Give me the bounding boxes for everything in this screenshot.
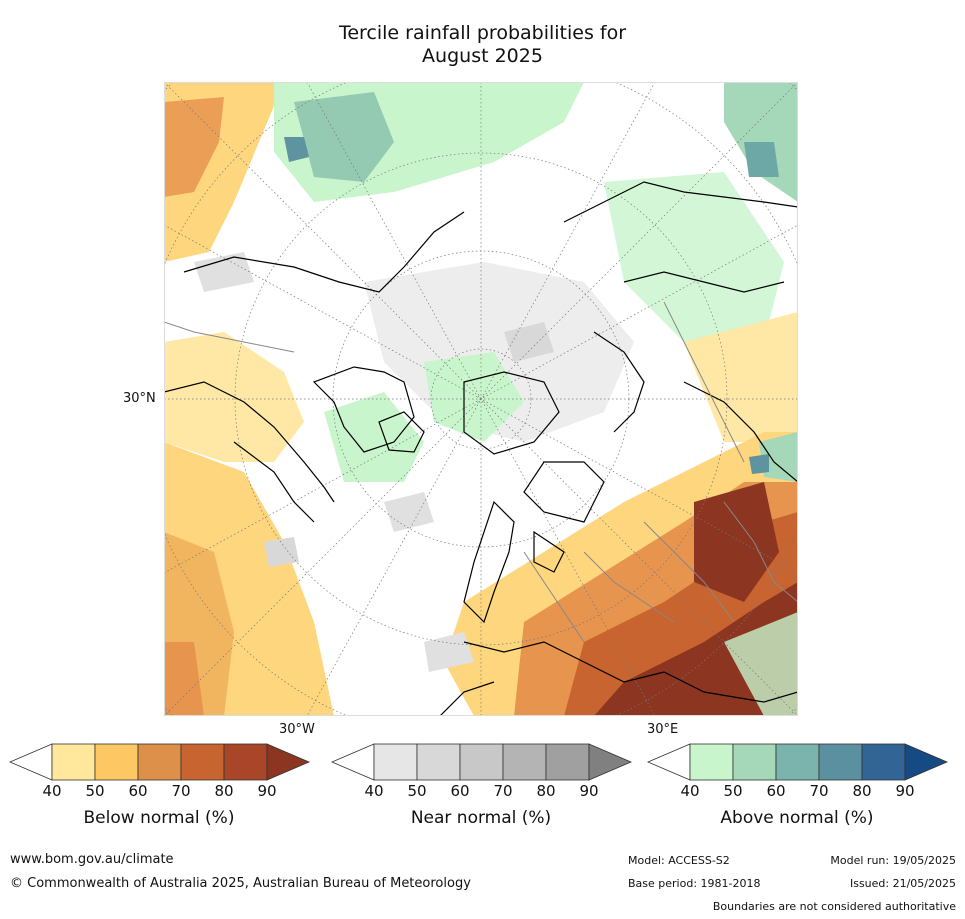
tick: 50 bbox=[407, 782, 427, 800]
graticule bbox=[164, 82, 798, 716]
colorbar-near-normal bbox=[330, 743, 633, 782]
colorbar-segment bbox=[137, 743, 182, 781]
tick: 60 bbox=[766, 782, 786, 800]
tick: 50 bbox=[723, 782, 743, 800]
tick: 40 bbox=[680, 782, 700, 800]
base-period: Base period: 1981-2018 bbox=[628, 877, 761, 890]
tick: 80 bbox=[536, 782, 556, 800]
colorbar-segment bbox=[732, 743, 777, 781]
tick: 90 bbox=[579, 782, 599, 800]
copyright-text: © Commonwealth of Australia 2025, Austra… bbox=[10, 876, 471, 891]
tick: 60 bbox=[450, 782, 470, 800]
polar-map[interactable] bbox=[164, 82, 798, 716]
tick: 90 bbox=[257, 782, 277, 800]
title-line-2: August 2025 bbox=[422, 45, 543, 67]
colorbar-segment bbox=[545, 743, 590, 781]
colorbar-segment bbox=[223, 743, 268, 781]
colorbar-extend-low bbox=[330, 743, 375, 781]
colorbar-extend-low bbox=[8, 743, 53, 781]
colorbar-segment bbox=[180, 743, 225, 781]
colorbar-above-normal bbox=[646, 743, 949, 782]
colorbar-segment bbox=[775, 743, 820, 781]
colorbar-below-label: Below normal (%) bbox=[83, 808, 235, 828]
colorbar-extend-high bbox=[904, 743, 949, 781]
colorbar-segment bbox=[51, 743, 96, 781]
lon-label-30w: 30°W bbox=[279, 722, 315, 737]
tick: 50 bbox=[85, 782, 105, 800]
colorbar-segment bbox=[861, 743, 906, 781]
website-link[interactable]: www.bom.gov.au/climate bbox=[10, 852, 174, 867]
lat-label-30n: 30°N bbox=[123, 391, 156, 406]
tick: 90 bbox=[895, 782, 915, 800]
colorbar-segment bbox=[373, 743, 418, 781]
colorbar-segment bbox=[459, 743, 504, 781]
tick: 80 bbox=[852, 782, 872, 800]
lon-label-30e: 30°E bbox=[647, 722, 679, 737]
chart-title: Tercile rainfall probabilities for Augus… bbox=[0, 22, 965, 68]
colorbar-segment bbox=[818, 743, 863, 781]
colorbar-segment bbox=[689, 743, 734, 781]
map-canvas bbox=[164, 82, 798, 716]
colorbar-extend-high bbox=[266, 743, 311, 781]
tick: 70 bbox=[493, 782, 513, 800]
tick: 40 bbox=[364, 782, 384, 800]
colorbar-below-normal bbox=[8, 743, 311, 782]
model-name: Model: ACCESS-S2 bbox=[628, 854, 730, 867]
country-borders bbox=[164, 301, 798, 643]
coastlines bbox=[164, 181, 798, 716]
title-line-1: Tercile rainfall probabilities for bbox=[338, 22, 627, 44]
tick: 70 bbox=[171, 782, 191, 800]
colorbar-above-label: Above normal (%) bbox=[720, 808, 874, 828]
colorbar-near-label: Near normal (%) bbox=[410, 808, 552, 828]
tick: 70 bbox=[809, 782, 829, 800]
tick: 80 bbox=[214, 782, 234, 800]
colorbar-segment bbox=[502, 743, 547, 781]
tick: 40 bbox=[42, 782, 62, 800]
tick: 60 bbox=[128, 782, 148, 800]
model-run: Model run: 19/05/2025 bbox=[830, 854, 956, 867]
colorbar-segment bbox=[94, 743, 139, 781]
colorbar-segment bbox=[416, 743, 461, 781]
colorbar-extend-low bbox=[646, 743, 691, 781]
issued-date: Issued: 21/05/2025 bbox=[849, 877, 956, 890]
boundaries-disclaimer: Boundaries are not considered authoritat… bbox=[712, 900, 956, 913]
colorbar-extend-high bbox=[588, 743, 633, 781]
